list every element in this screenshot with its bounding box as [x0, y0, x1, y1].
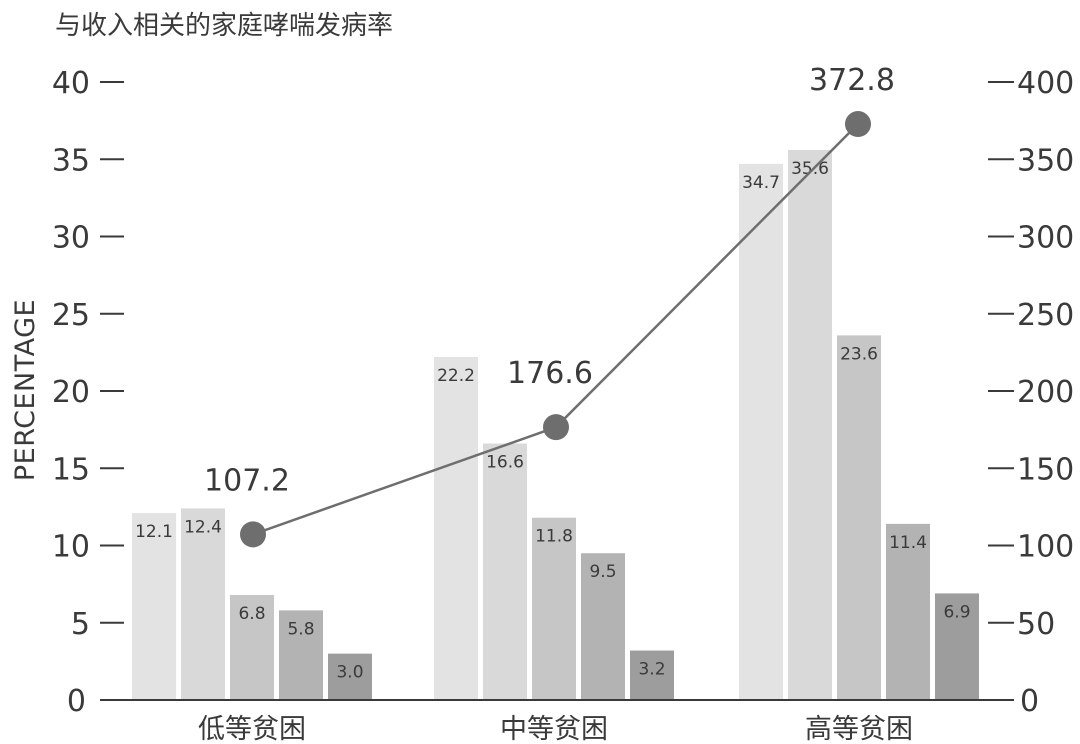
left-tick-label: 10: [52, 530, 90, 565]
bar-value-label: 9.5: [589, 562, 616, 582]
bar: [181, 508, 225, 700]
bar: [132, 513, 176, 700]
bar-value-label: 6.9: [943, 602, 970, 622]
left-tick-label: 35: [52, 143, 90, 178]
left-tick-label: 40: [52, 66, 90, 101]
bar-value-label: 34.7: [742, 173, 780, 193]
bar: [788, 149, 832, 701]
line-value-label: 372.8: [809, 63, 895, 98]
category-label: 中等贫困: [500, 714, 608, 744]
bar-value-label: 16.6: [486, 453, 524, 473]
bar-value-label: 6.8: [238, 604, 265, 624]
bar-value-label: 23.6: [840, 344, 878, 364]
bar: [739, 163, 783, 700]
bar: [434, 357, 478, 700]
bar: [630, 650, 674, 700]
bars: 12.1 12.4 6.8 5.8 3.0 22.2 16.6 11.8 9.5 3.2 34.7 3…: [132, 149, 979, 701]
line-point: [240, 521, 266, 548]
category-label: 低等贫困: [198, 714, 306, 744]
bar-value-label: 11.8: [535, 527, 573, 547]
right-tick-label: 350: [1017, 143, 1074, 178]
category-labels: 低等贫困 中等贫困 高等贫困: [198, 714, 913, 744]
left-tick-label: 20: [52, 375, 90, 410]
right-tick-label: 50: [1017, 607, 1055, 642]
right-tick-label: 150: [1017, 452, 1074, 487]
bar-value-label: 12.1: [135, 522, 173, 542]
y-axis-label: PERCENTAGE: [10, 299, 41, 481]
left-tick-label: 15: [52, 452, 90, 487]
left-tick-label: 0: [67, 684, 86, 719]
right-tick-label: 200: [1017, 375, 1074, 410]
bar: [279, 610, 323, 700]
bar: [837, 335, 881, 700]
bar: [581, 553, 625, 700]
bar-value-label: 3.0: [336, 663, 363, 683]
line-point: [543, 414, 569, 441]
bar-value-label: 12.4: [184, 517, 222, 537]
bar-value-label: 3.2: [638, 660, 665, 680]
bar: [483, 443, 527, 700]
right-tick-label: 300: [1017, 221, 1074, 256]
line-value-label: 107.2: [204, 463, 290, 498]
left-tick-label: 25: [52, 298, 90, 333]
bar-value-label: 22.2: [437, 366, 475, 386]
category-label: 高等贫困: [805, 714, 913, 744]
bar: [328, 653, 372, 700]
bar-value-label: 5.8: [287, 619, 314, 639]
right-tick-label: 100: [1017, 530, 1074, 565]
bar: [532, 517, 576, 700]
chart-title: 与收入相关的家庭哮喘发病率: [55, 11, 393, 41]
right-tick-label: 250: [1017, 298, 1074, 333]
line-value-label: 176.6: [507, 356, 593, 391]
right-axis: 0 50 100 150 200 250 300 350 400: [988, 66, 1074, 719]
bar: [886, 523, 930, 700]
right-tick-label: 0: [1020, 684, 1039, 719]
left-tick-label: 5: [71, 607, 90, 642]
line-series: 107.2 176.6 372.8: [204, 63, 895, 548]
bar: [935, 593, 979, 700]
left-tick-label: 30: [52, 221, 90, 256]
left-axis: 0 5 10 15 20 25 30 35 40: [52, 66, 124, 719]
right-tick-label: 400: [1017, 66, 1074, 101]
bar-value-label: 11.4: [889, 533, 927, 553]
line-point: [845, 111, 871, 138]
bar-value-label: 35.6: [791, 159, 829, 179]
bar: [230, 594, 274, 700]
